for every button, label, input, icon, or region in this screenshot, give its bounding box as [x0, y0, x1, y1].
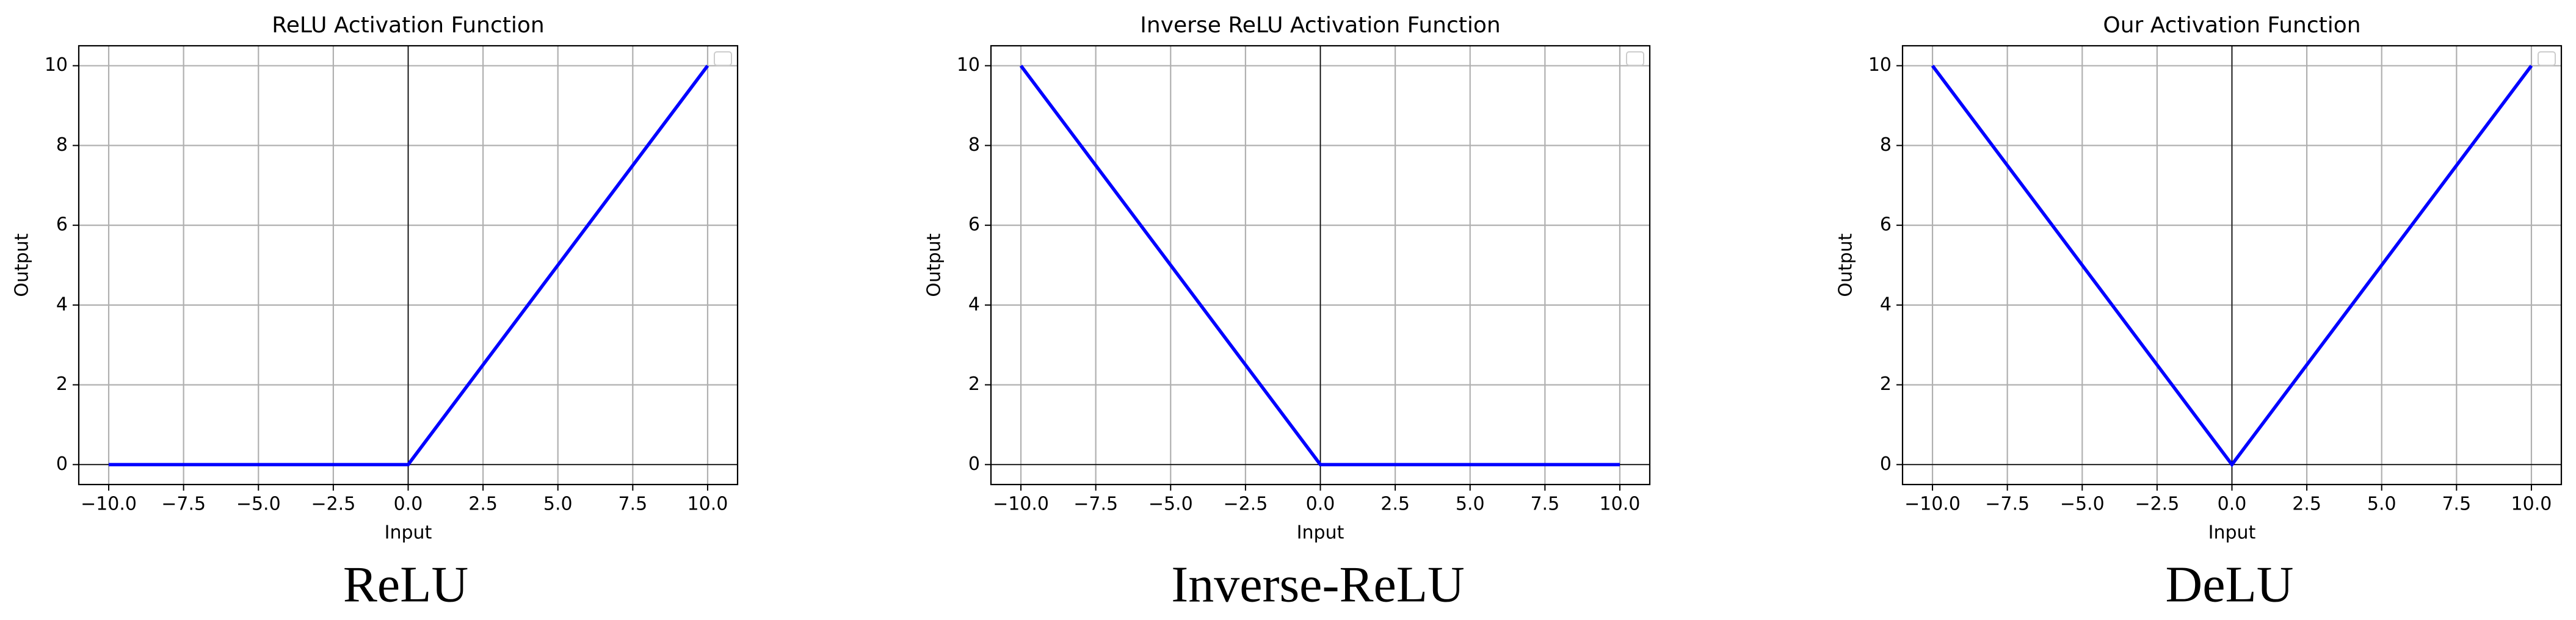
line-series	[1019, 65, 1620, 467]
x-tick-label: −5.0	[236, 494, 281, 515]
caption: Inverse-ReLU	[1171, 556, 1464, 613]
caption: ReLU	[343, 556, 468, 613]
y-axis-label: Output	[12, 233, 33, 297]
x-tick-label: −2.5	[1223, 494, 1268, 515]
y-tick-label: 6	[968, 214, 980, 236]
y-tick-label: 0	[1880, 453, 1892, 475]
y-tick-label: 6	[56, 214, 68, 236]
chart: −10.0 −7.5 −5.0 −2.5 0.0 2.5 5.0 7.5 10.0 0 2 4 6 8 10…	[924, 13, 1651, 613]
x-tick-label: −2.5	[2135, 494, 2179, 515]
chart: −10.0 −7.5 −5.0 −2.5 0.0 2.5 5.0 7.5 10.0 0 2 4 6 8 10…	[12, 13, 739, 613]
axes-frame	[990, 45, 1651, 486]
line-series	[109, 65, 709, 467]
x-axis-label: Input	[2208, 522, 2256, 544]
axes-frame	[1901, 45, 2563, 486]
y-tick-label: 8	[1880, 134, 1892, 156]
y-tick-label: 6	[1880, 214, 1892, 236]
x-tick-label: 5.0	[1456, 494, 1485, 515]
y-axis-label: Output	[924, 233, 945, 297]
x-tick-label: 0.0	[2218, 494, 2247, 515]
y-tick-label: 0	[56, 453, 68, 475]
x-tick-label: −5.0	[1148, 494, 1193, 515]
legend-box	[2538, 51, 2556, 66]
y-tick-label: 4	[56, 294, 68, 315]
y-tick-label: 8	[56, 134, 68, 156]
chart: −10.0 −7.5 −5.0 −2.5 0.0 2.5 5.0 7.5 10.0 0 2 4 6 8 10…	[1835, 13, 2563, 613]
x-tick-label: 7.5	[2442, 494, 2471, 515]
x-tick-label: 0.0	[394, 494, 423, 515]
y-tick-label: 4	[1880, 294, 1892, 315]
x-axis-label: Input	[1297, 522, 1344, 544]
legend-box	[1626, 51, 1644, 66]
y-tick-label: 4	[968, 294, 980, 315]
x-tick-label: 10.0	[1600, 494, 1641, 515]
y-tick-label: 10	[1868, 54, 1892, 76]
y-tick-label: 2	[968, 373, 980, 395]
y-tick-label: 2	[1880, 373, 1892, 395]
x-tick-label: −7.5	[1073, 494, 1118, 515]
axes-frame	[78, 45, 739, 486]
x-tick-label: −2.5	[311, 494, 355, 515]
x-tick-label: −10.0	[81, 494, 137, 515]
x-tick-label: 10.0	[688, 494, 728, 515]
x-axis-label: Input	[385, 522, 432, 544]
x-tick-label: 10.0	[2511, 494, 2552, 515]
x-tick-label: 7.5	[618, 494, 647, 515]
x-tick-label: 5.0	[543, 494, 573, 515]
caption: DeLU	[2166, 556, 2294, 613]
line-series	[1931, 65, 2533, 467]
y-tick-label: 8	[968, 134, 980, 156]
x-tick-label: 5.0	[2367, 494, 2396, 515]
x-tick-label: 2.5	[2292, 494, 2321, 515]
chart-title: ReLU Activation Function	[272, 13, 544, 38]
legend-box	[714, 51, 732, 66]
x-tick-label: 0.0	[1306, 494, 1335, 515]
y-axis-label: Output	[1835, 233, 1857, 297]
x-tick-label: −5.0	[2060, 494, 2105, 515]
x-tick-label: 7.5	[1530, 494, 1559, 515]
x-tick-label: 2.5	[1381, 494, 1410, 515]
y-tick-label: 0	[968, 453, 980, 475]
chart-title: Inverse ReLU Activation Function	[1140, 13, 1500, 38]
y-tick-label: 10	[957, 54, 980, 76]
x-tick-label: −10.0	[1904, 494, 1961, 515]
x-tick-label: −10.0	[993, 494, 1049, 515]
x-tick-label: −7.5	[1985, 494, 2030, 515]
chart-title: Our Activation Function	[2103, 13, 2360, 38]
x-tick-label: 2.5	[468, 494, 498, 515]
y-tick-label: 10	[45, 54, 68, 76]
y-tick-label: 2	[56, 373, 68, 395]
x-tick-label: −7.5	[161, 494, 206, 515]
